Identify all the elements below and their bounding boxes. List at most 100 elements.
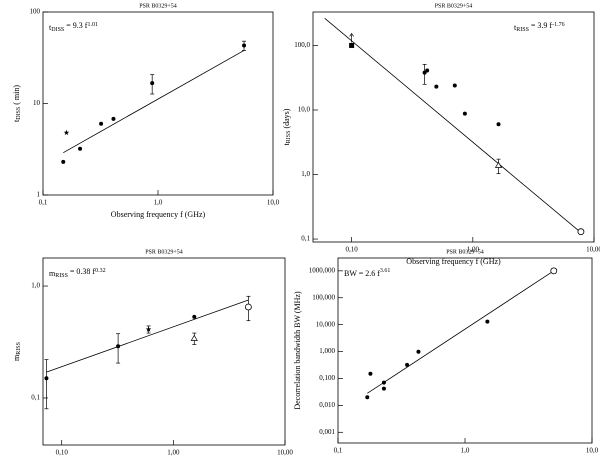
data-point: [190, 334, 198, 341]
y-tick-label: 1,000: [319, 347, 335, 355]
annotation-sup: 0.32: [95, 268, 106, 274]
plot-frame: [42, 11, 274, 196]
marker-square: [349, 42, 355, 48]
y-axis-label-text: t: [12, 119, 21, 122]
plot-frame: [42, 257, 286, 446]
y-axis-label-sub: DISS: [16, 107, 22, 120]
annotation-text: BW = 2.6 f: [344, 269, 380, 278]
data-point: [425, 68, 430, 73]
data-point: [365, 395, 370, 400]
annotation-mid: = 9.3 f: [64, 21, 88, 30]
annotation-sub: DISS: [51, 27, 64, 33]
annotation: BW = 2.6 f3.61: [344, 268, 390, 277]
y-tick-label: 10,0: [298, 106, 311, 114]
x-tick-label: 10,00: [586, 246, 600, 254]
y-axis-label-text: Decorrelation bandwidth BW (MHz): [293, 291, 302, 410]
plot-frame: [312, 11, 595, 243]
data-point: [405, 362, 410, 367]
data-point: [61, 159, 66, 164]
fit-line: [46, 299, 249, 373]
limit-arrow-head: [349, 32, 354, 37]
data-point: [462, 111, 467, 116]
x-tick-label: 1,0: [461, 447, 470, 455]
x-tick-label: 10,0: [267, 199, 280, 207]
x-axis-label: Observing frequency f (GHz): [406, 257, 501, 266]
fit-line: [324, 18, 582, 233]
x-tick-label: 0,10: [56, 449, 69, 456]
y-axis-label: Decorrelation bandwidth BW (MHz): [293, 291, 302, 410]
annotation: mRISS = 0.38 f0.32: [49, 267, 106, 280]
annotation: tRISS = 3.9 f-1.76: [514, 21, 565, 34]
y-axis-label-text: m: [12, 354, 21, 361]
data-point: [116, 344, 121, 349]
data-point: [550, 267, 558, 275]
y-tick-label: 0,1: [301, 235, 310, 243]
data-point: [416, 349, 421, 354]
data-point: [244, 303, 252, 311]
data-point: [99, 121, 104, 126]
chart-title: PSR B0329+54: [446, 249, 484, 255]
data-point: [494, 161, 503, 168]
y-axis-label: tDISS ( min): [12, 85, 23, 122]
annotation-sup: -1.76: [552, 22, 565, 28]
y-axis-label-sub: RISS: [286, 131, 292, 144]
data-point: [381, 380, 386, 385]
x-tick-label: 1,00: [167, 449, 180, 456]
x-tick-label: 1,0: [154, 199, 163, 207]
x-tick-label: 0,10: [346, 246, 359, 254]
annotation-sub: RISS: [55, 273, 68, 279]
annotation-text: t: [514, 23, 517, 32]
y-tick-label: 10,000: [316, 320, 336, 328]
data-point: [145, 326, 152, 332]
y-tick-label: 1000,000: [309, 266, 336, 274]
y-tick-label: 1,0: [301, 170, 310, 178]
y-tick-label: 100,000: [312, 293, 335, 301]
data-point: [452, 83, 457, 88]
annotation-text: m: [49, 269, 56, 278]
y-tick-label: 0,1: [31, 394, 40, 402]
y-tick-label: 100: [30, 8, 41, 16]
chart-title: PSR B0329+54: [435, 3, 473, 9]
data-point: [496, 122, 501, 127]
plot-frame: [337, 257, 593, 444]
data-point: [63, 129, 70, 136]
y-axis-label-text: t: [282, 142, 291, 145]
data-point: [381, 386, 386, 391]
y-tick-label: 0,100: [319, 374, 335, 382]
annotation-sup: 1.01: [87, 22, 98, 28]
x-axis-label: Observing frequency f (GHz): [111, 210, 206, 219]
x-tick-label: 1,00: [467, 246, 480, 254]
x-tick-label: 0,1: [39, 199, 48, 207]
x-tick-label: 10,00: [277, 449, 293, 456]
y-axis-label: mRISS: [12, 342, 23, 361]
y-axis-label: tRISS (days): [282, 108, 293, 145]
y-axis-label-sub: RISS: [16, 342, 22, 355]
y-tick-label: 1,0: [31, 282, 40, 290]
y-axis-label-rest: ( min): [12, 85, 21, 107]
data-point: [78, 146, 83, 151]
annotation-sup: 3.61: [380, 268, 391, 274]
data-point: [150, 81, 155, 86]
error-bar: [116, 333, 121, 364]
data-point: [434, 84, 439, 89]
data-point: [349, 32, 355, 48]
chart-title: PSR B0329+54: [139, 3, 177, 9]
annotation-text: t: [49, 23, 52, 32]
data-point: [577, 228, 585, 236]
fit-line: [367, 270, 554, 394]
y-tick-label: 0,001: [319, 428, 335, 436]
y-tick-label: 1: [37, 191, 41, 199]
x-tick-label: 0,1: [334, 447, 343, 455]
annotation-sub: RISS: [516, 27, 529, 33]
annotation-mid: = 0.38 f: [68, 267, 96, 276]
chart-title: PSR B0329+54: [145, 249, 183, 255]
y-tick-label: 10: [33, 99, 41, 107]
data-point: [192, 314, 197, 319]
annotation-mid: = 3.9 f: [529, 21, 553, 30]
y-axis-label-rest: (days): [282, 108, 291, 130]
y-tick-label: 100,0: [294, 41, 310, 49]
fit-line: [63, 50, 245, 154]
error-bar: [44, 359, 49, 410]
x-tick-label: 10,0: [586, 447, 599, 455]
